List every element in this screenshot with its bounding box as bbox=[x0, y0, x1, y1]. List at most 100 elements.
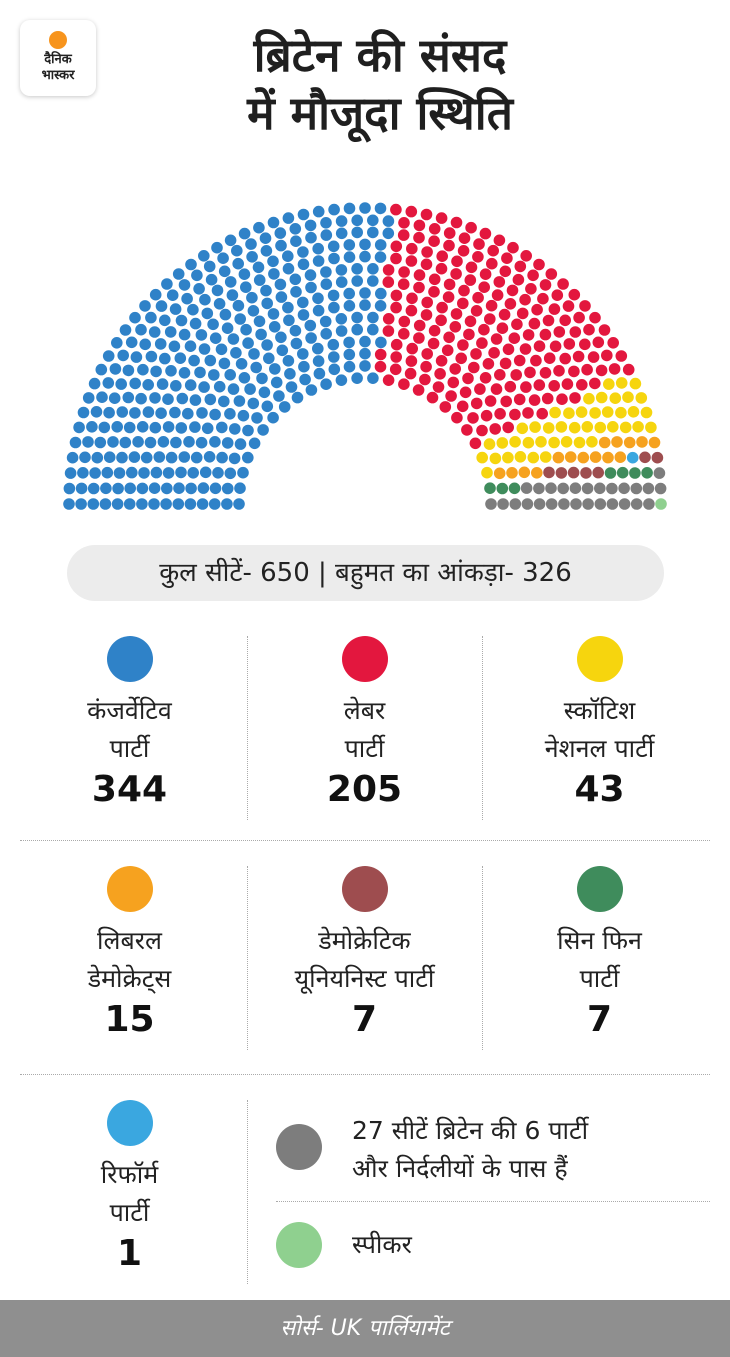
seat-conservative bbox=[150, 365, 162, 378]
seat-conservative bbox=[185, 482, 197, 495]
seat-labour bbox=[449, 321, 462, 333]
seat-conservative bbox=[278, 401, 291, 413]
seat-conservative bbox=[149, 288, 162, 301]
seat-conservative bbox=[267, 255, 279, 268]
seat-labour bbox=[468, 361, 480, 374]
seat-conservative bbox=[103, 406, 115, 419]
seat-others bbox=[569, 482, 582, 495]
seat-conservative bbox=[267, 216, 280, 229]
seat-conservative bbox=[88, 377, 101, 390]
seat-conservative bbox=[217, 252, 229, 264]
seat-snp bbox=[563, 407, 575, 419]
seat-conservative bbox=[240, 281, 252, 293]
seat-conservative bbox=[221, 437, 234, 449]
seat-labour bbox=[456, 400, 469, 413]
seat-conservative bbox=[117, 349, 129, 362]
seat-labour bbox=[390, 338, 403, 351]
seat-labour bbox=[374, 348, 387, 361]
seat-conservative bbox=[87, 498, 100, 510]
seat-others bbox=[643, 498, 655, 510]
seat-conservative bbox=[162, 421, 175, 433]
seat-conservative bbox=[128, 451, 141, 463]
seat-conservative bbox=[111, 337, 123, 349]
seat-conservative bbox=[162, 393, 174, 405]
seat-labour bbox=[572, 350, 585, 363]
seat-labour bbox=[482, 358, 495, 370]
seat-labour bbox=[491, 289, 504, 301]
seat-conservative bbox=[351, 226, 364, 239]
seat-conservative bbox=[343, 287, 356, 300]
seat-labour bbox=[601, 349, 613, 362]
seat-conservative bbox=[242, 424, 254, 437]
seat-conservative bbox=[256, 372, 268, 385]
seat-conservative bbox=[100, 482, 112, 495]
seat-conservative bbox=[170, 436, 182, 449]
seat-labour bbox=[484, 395, 497, 407]
seat-conservative bbox=[199, 293, 211, 306]
seat-conservative bbox=[282, 355, 295, 367]
seat-conservative bbox=[188, 354, 200, 367]
seat-conservative bbox=[269, 363, 281, 375]
seat-conservative bbox=[150, 466, 163, 479]
seat-conservative bbox=[138, 467, 150, 479]
seat-conservative bbox=[227, 383, 240, 395]
seat-conservative bbox=[116, 406, 129, 418]
seat-conservative bbox=[297, 208, 310, 221]
seat-conservative bbox=[234, 313, 246, 325]
seat-conservative bbox=[238, 268, 251, 280]
seat-conservative bbox=[149, 392, 161, 404]
seat-labour bbox=[485, 299, 498, 312]
seat-conservative bbox=[86, 421, 98, 433]
seat-labour bbox=[390, 351, 403, 363]
seat-conservative bbox=[172, 268, 185, 280]
seat-others bbox=[533, 498, 546, 510]
snp-label: स्कॉटिश नेशनल पार्टी bbox=[544, 696, 655, 763]
seat-sinnfein bbox=[616, 466, 629, 479]
seat-labour bbox=[390, 289, 403, 302]
seat-others bbox=[545, 482, 557, 495]
seat-conservative bbox=[374, 239, 387, 251]
seat-labour bbox=[478, 323, 490, 336]
divider bbox=[20, 840, 710, 841]
seat-labour bbox=[528, 317, 541, 330]
conservative-dot bbox=[106, 636, 153, 682]
seat-labour bbox=[479, 268, 492, 280]
seat-snp bbox=[502, 451, 514, 464]
seat-conservative bbox=[160, 498, 172, 510]
seat-labour bbox=[501, 252, 513, 264]
seat-conservative bbox=[335, 374, 348, 386]
seat-conservative bbox=[328, 351, 340, 363]
seat-conservative bbox=[247, 397, 260, 410]
seat-conservative bbox=[226, 289, 239, 301]
seat-conservative bbox=[153, 451, 166, 463]
seat-labour bbox=[459, 386, 472, 399]
seat-snp bbox=[635, 392, 648, 404]
seat-labour bbox=[608, 363, 621, 375]
seat-conservative bbox=[209, 436, 221, 448]
seat-labour bbox=[479, 227, 492, 240]
seat-dup bbox=[651, 451, 664, 464]
seat-conservative bbox=[102, 377, 115, 389]
seat-others bbox=[520, 482, 533, 494]
seat-conservative bbox=[242, 337, 254, 349]
seat-conservative bbox=[189, 421, 201, 433]
seat-labour bbox=[548, 303, 561, 315]
seat-conservative bbox=[82, 392, 95, 404]
seat-conservative bbox=[130, 351, 143, 363]
seat-conservative bbox=[235, 358, 248, 370]
seat-conservative bbox=[259, 232, 272, 244]
seat-conservative bbox=[343, 336, 355, 349]
seat-conservative bbox=[304, 319, 317, 332]
seat-conservative bbox=[224, 369, 236, 381]
parliament-chart bbox=[63, 202, 667, 510]
seat-conservative bbox=[142, 406, 155, 418]
seat-conservative bbox=[178, 367, 191, 379]
seat-conservative bbox=[129, 407, 141, 419]
seat-labour bbox=[445, 390, 457, 402]
seat-labour bbox=[436, 250, 449, 262]
seat-conservative bbox=[312, 292, 324, 305]
seat-conservative bbox=[328, 301, 340, 314]
seat-labour bbox=[533, 258, 545, 271]
seat-conservative bbox=[289, 223, 302, 235]
seat-conservative bbox=[250, 361, 262, 374]
